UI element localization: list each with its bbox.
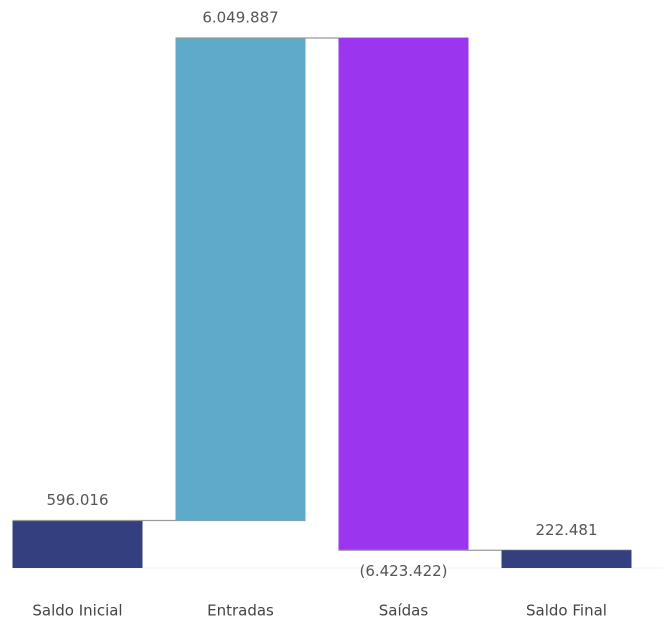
x-tick-label: Entradas	[207, 602, 274, 620]
bar	[338, 38, 469, 551]
value-label: 6.049.887	[202, 9, 278, 27]
value-label: (6.423.422)	[359, 562, 447, 580]
bar	[12, 520, 143, 568]
value-label: 596.016	[46, 491, 108, 509]
x-tick-label: Saldo Inicial	[32, 602, 122, 620]
bar	[175, 38, 306, 521]
x-tick-label: Saldo Final	[526, 602, 607, 620]
bar	[501, 550, 632, 568]
value-label: 222.481	[535, 521, 597, 539]
x-tick-label: Saídas	[379, 602, 429, 620]
